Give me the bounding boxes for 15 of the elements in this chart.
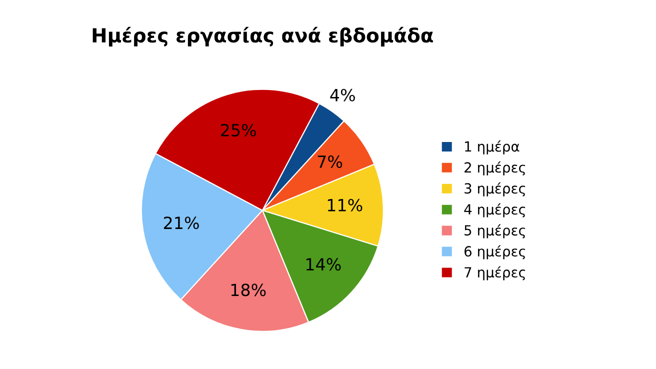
data-label: 11% [328,198,362,212]
data-label: 25% [221,124,256,136]
legend-label: 7 ημέρες [464,266,526,280]
legend-label: 1 ημέρα [465,140,520,154]
legend-label: 4 ημέρες [464,203,526,218]
legend-label: 5 ημέρες [464,224,526,238]
legend-label: 2 ημέρες [464,161,526,176]
data-label: 14% [306,258,341,271]
data-label: 7% [318,155,342,168]
chart-title: Ημέρες εργασίας ανά εβδομάδα [92,26,433,46]
legend-label: 6 ημέρες [464,245,526,260]
data-label: 18% [231,284,266,296]
data-label: 21% [164,216,199,230]
data-label: 4% [330,88,355,102]
legend-label: 3 ημέρες [464,182,526,196]
